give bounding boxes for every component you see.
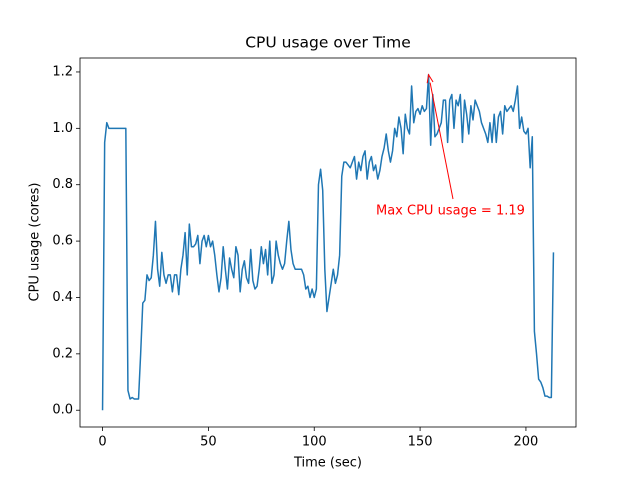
y-tick-label: 0.4: [52, 290, 73, 305]
x-tick-label: 100: [302, 435, 327, 450]
y-tick-label: 0.8: [52, 177, 73, 192]
x-tick-label: 200: [514, 435, 539, 450]
y-tick-label: 0.2: [52, 346, 73, 361]
y-tick-label: 1.0: [52, 121, 73, 136]
plot-frame: [79, 57, 577, 428]
data-line: [101, 74, 555, 411]
y-tick-label: 1.2: [52, 64, 73, 79]
x-axis-label: Time (sec): [293, 456, 362, 471]
chart-title: CPU usage over Time: [245, 34, 411, 52]
annotation-arrow: [429, 82, 454, 200]
x-tick-label: 50: [200, 435, 217, 450]
x-tick-label: 0: [98, 435, 106, 450]
y-tick-label: 0.0: [52, 403, 73, 418]
annotation-arrowhead: [426, 73, 434, 84]
x-tick-label: 150: [408, 435, 433, 450]
y-tick-label: 0.6: [52, 234, 73, 249]
annotation-text: Max CPU usage = 1.19: [376, 204, 525, 219]
y-axis-label: CPU usage (cores): [28, 183, 43, 302]
